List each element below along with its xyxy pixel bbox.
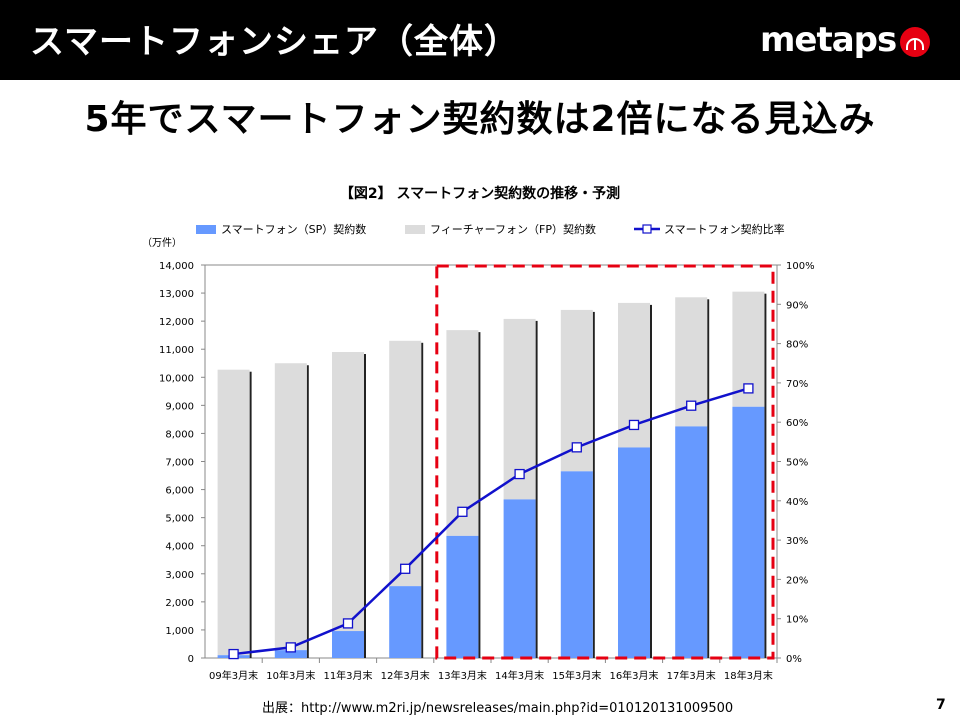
- bar-sp: [732, 406, 765, 658]
- x-tick-label: 15年3月末: [552, 669, 601, 682]
- bar-shadow: [650, 304, 652, 658]
- source-citation: 出展：http://www.m2ri.jp/newsreleases/main.…: [262, 701, 734, 716]
- y-axis-unit-label: （万件）: [142, 237, 182, 249]
- bar-shadow: [421, 342, 424, 658]
- bar-shadow: [592, 311, 595, 658]
- y2-tick-label: 0%: [786, 654, 802, 665]
- bar-sp: [274, 650, 307, 658]
- y2-tick-label: 70%: [786, 379, 808, 390]
- legend-swatch-sp: [196, 225, 216, 234]
- y-tick-label: 10,000: [159, 373, 194, 384]
- y-tick-label: 14,000: [159, 261, 194, 272]
- bar-fp: [446, 330, 479, 536]
- y2-tick-label: 80%: [786, 340, 808, 351]
- bar-sp: [618, 447, 650, 658]
- legend-marker-ratio: [642, 224, 652, 234]
- x-tick-label: 16年3月末: [609, 669, 658, 682]
- bar-sp: [332, 631, 364, 658]
- y-tick-label: 1,000: [165, 626, 194, 637]
- y-tick-label: 8,000: [165, 429, 194, 440]
- headline: 5年でスマートフォン契約数は2倍になる見込み: [84, 99, 876, 140]
- bar-sp: [675, 426, 708, 658]
- bar-sp: [389, 586, 422, 658]
- bar-shadow: [249, 371, 252, 658]
- ratio-point: [342, 618, 354, 629]
- y2-tick-label: 50%: [786, 458, 808, 469]
- y-tick-label: 11,000: [159, 345, 194, 356]
- legend-swatch-fp: [405, 225, 425, 234]
- bar-sp: [560, 471, 593, 658]
- legend-label-fp: フィーチャーフォン（FP）契約数: [430, 222, 596, 236]
- y-tick-label: 2,000: [165, 598, 194, 609]
- y-tick-label: 12,000: [159, 317, 194, 328]
- y2-tick-label: 10%: [786, 615, 808, 626]
- y-tick-label: 4,000: [165, 542, 194, 553]
- ratio-point: [628, 419, 640, 431]
- y2-tick-label: 90%: [786, 300, 808, 311]
- ratio-point: [285, 642, 296, 653]
- y2-tick-label: 20%: [786, 575, 808, 586]
- bar-shadow: [535, 320, 538, 658]
- x-tick-label: 10年3月末: [266, 669, 315, 682]
- y2-tick-label: 100%: [786, 261, 815, 272]
- bar-fp: [389, 340, 422, 587]
- y-tick-label: 0: [188, 654, 194, 665]
- slide-title: スマートフォンシェア（全体）: [30, 22, 519, 62]
- page-number: 7: [936, 697, 946, 713]
- metaps-logo: metaps: [760, 18, 931, 62]
- title-bar: スマートフォンシェア（全体） metaps: [0, 0, 960, 80]
- bar-shadow: [364, 354, 366, 658]
- bar-sp: [503, 499, 536, 658]
- x-tick-label: 13年3月末: [438, 669, 487, 682]
- y-tick-label: 7,000: [165, 458, 194, 469]
- y-tick-label: 9,000: [165, 401, 194, 412]
- x-tick-label: 17年3月末: [667, 669, 716, 682]
- x-tick-label: 12年3月末: [381, 669, 430, 682]
- bar-shadow: [707, 299, 710, 658]
- forecast-highlight-box: [435, 264, 775, 660]
- bar-shadow: [306, 365, 309, 658]
- ratio-line: [233, 387, 749, 656]
- legend-label-ratio: スマートフォン契約比率: [664, 222, 785, 236]
- legend-label-sp: スマートフォン（SP）契約数: [221, 222, 366, 236]
- logo-text: metaps: [760, 20, 897, 60]
- ratio-point: [514, 468, 525, 480]
- x-tick-label: 11年3月末: [323, 669, 372, 682]
- ratio-point: [686, 400, 697, 411]
- ratio-point: [743, 383, 754, 394]
- y-tick-label: 3,000: [165, 570, 194, 581]
- metaps-m-circle-icon: [900, 27, 931, 57]
- bar-fp: [332, 352, 364, 632]
- y2-tick-label: 40%: [786, 497, 808, 508]
- y2-tick-label: 30%: [786, 536, 808, 547]
- bar-fp: [217, 369, 250, 656]
- bar-shadow: [764, 293, 767, 658]
- ratio-point: [457, 506, 468, 517]
- bar-shadow: [478, 332, 481, 658]
- bar-fp: [274, 363, 307, 651]
- y-tick-label: 13,000: [159, 289, 194, 300]
- ratio-point: [228, 648, 239, 660]
- x-tick-label: 18年3月末: [724, 669, 773, 682]
- ratio-point: [571, 442, 582, 453]
- chart-title: 【図2】 スマートフォン契約数の推移・予測: [340, 185, 620, 202]
- bar-sp: [446, 535, 479, 658]
- ratio-point: [400, 563, 411, 574]
- x-tick-label: 09年3月末: [209, 669, 258, 682]
- y2-tick-label: 60%: [786, 418, 808, 429]
- x-tick-label: 14年3月末: [495, 669, 544, 682]
- y-tick-label: 6,000: [165, 486, 194, 497]
- y-tick-label: 5,000: [165, 514, 194, 525]
